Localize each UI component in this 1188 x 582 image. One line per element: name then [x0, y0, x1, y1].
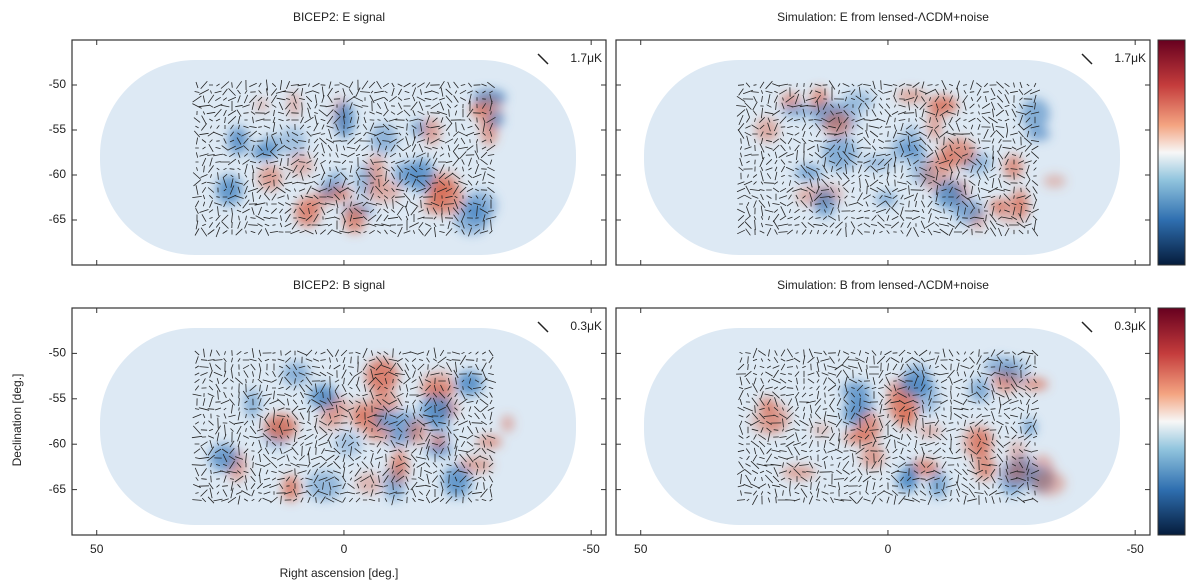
scale-label: 1.7μK	[1114, 51, 1146, 65]
signal-blob	[216, 175, 243, 205]
panel-title: BICEP2: B signal	[293, 278, 385, 292]
panel-frame	[615, 39, 1151, 266]
panel-title: Simulation: E from lensed-ΛCDM+noise	[777, 10, 989, 24]
y-tick-label: -65	[49, 212, 67, 226]
signal-blob	[1026, 127, 1051, 141]
signal-blob	[343, 205, 366, 234]
signal-blob	[289, 154, 314, 177]
signal-blob	[426, 443, 452, 456]
colorbar	[1157, 39, 1186, 266]
polarization-vectors	[192, 79, 497, 238]
x-tick-label: -50	[1126, 542, 1144, 556]
signal-blob	[335, 432, 362, 456]
signal-blob	[841, 381, 871, 402]
panel-title: BICEP2: E signal	[293, 10, 385, 24]
signal-blob	[277, 127, 307, 157]
signal-blob	[334, 102, 355, 138]
signal-blob	[1031, 471, 1066, 496]
signal-blob	[860, 444, 885, 469]
polarization-vectors	[736, 347, 1040, 506]
signal-blob	[422, 117, 441, 146]
signal-blob	[282, 475, 300, 502]
y-tick-label: -55	[49, 122, 67, 136]
signal-blob	[264, 413, 298, 441]
panel-frame	[71, 39, 607, 266]
map-area	[100, 60, 576, 255]
signal-blob	[875, 192, 897, 206]
signal-blob	[442, 465, 471, 498]
signal-blob	[781, 104, 817, 118]
signal-blob	[896, 406, 917, 429]
scale-bar	[1081, 53, 1093, 65]
signal-blob	[1042, 174, 1066, 188]
scale-bar	[537, 53, 549, 65]
signal-blob	[970, 426, 994, 458]
y-tick-label: -65	[49, 482, 67, 496]
x-tick-label: 0	[885, 542, 892, 556]
signal-blob	[419, 382, 456, 398]
signal-blob	[407, 419, 427, 445]
signal-blob	[754, 117, 780, 143]
signal-blob	[974, 455, 996, 481]
scale-bar	[537, 321, 549, 333]
signal-blob	[904, 462, 918, 491]
colorbar	[1157, 307, 1186, 536]
scale-label: 1.7μK	[570, 51, 602, 65]
signal-blob	[458, 456, 494, 473]
signal-blob	[993, 197, 1030, 225]
signal-blob	[257, 165, 283, 191]
signal-blob	[250, 144, 277, 160]
y-tick-label: -60	[49, 436, 67, 450]
map-area	[644, 328, 1120, 525]
y-tick-label: -50	[49, 77, 67, 91]
signal-blob	[761, 403, 790, 434]
signal-blob	[934, 180, 964, 209]
signal-blob	[227, 126, 249, 155]
y-tick-label: -55	[49, 391, 67, 405]
signal-blob	[365, 358, 399, 394]
panel-title: Simulation: B from lensed-ΛCDM+noise	[777, 278, 989, 292]
signal-blob	[862, 155, 894, 171]
x-tick-label: -50	[582, 542, 600, 556]
signal-blob	[388, 454, 409, 484]
panel-frame	[71, 307, 607, 536]
signal-blob	[466, 196, 484, 224]
signal-blob	[370, 124, 398, 154]
x-tick-label: 0	[341, 542, 348, 556]
x-axis-label: Right ascension [deg.]	[280, 566, 399, 580]
signal-blob	[393, 162, 419, 187]
signal-blob	[781, 465, 816, 480]
signal-blob	[896, 88, 927, 104]
scale-bar	[1081, 321, 1093, 333]
signal-blob	[500, 414, 515, 433]
map-area	[644, 60, 1120, 255]
y-tick-label: -60	[49, 167, 67, 181]
x-tick-label: 50	[90, 542, 104, 556]
signal-blob	[294, 197, 321, 227]
signal-blob	[939, 137, 976, 167]
x-tick-label: 50	[634, 542, 648, 556]
y-tick-label: -50	[49, 346, 67, 360]
map-area	[100, 328, 576, 525]
signal-blob	[843, 431, 871, 444]
signal-blob	[476, 435, 502, 449]
polarization-vectors	[191, 347, 497, 506]
signal-blob	[1003, 154, 1023, 180]
signal-blob	[854, 397, 874, 415]
signal-blob	[890, 137, 907, 163]
scale-label: 0.3μK	[1114, 319, 1146, 333]
y-axis-label: Declination [deg.]	[10, 374, 24, 467]
signal-blobs	[209, 358, 515, 502]
scale-label: 0.3μK	[570, 319, 602, 333]
signal-blob	[254, 98, 269, 113]
signal-blob	[823, 111, 851, 137]
polarization-vectors	[736, 80, 1041, 238]
signal-blobs	[750, 356, 1066, 498]
signal-blob	[355, 472, 383, 495]
signal-blob	[385, 430, 404, 447]
signal-blob	[811, 423, 832, 436]
panel-frame	[615, 307, 1151, 536]
